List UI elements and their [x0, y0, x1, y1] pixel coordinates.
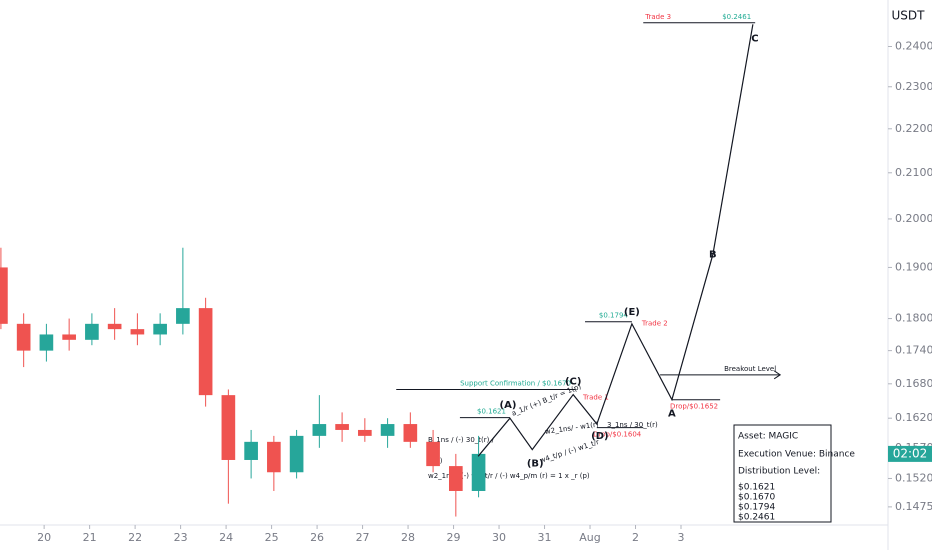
candle-body [403, 424, 418, 442]
level-label: $0.1794 [599, 312, 628, 320]
candle-body [335, 424, 349, 430]
candle-body [471, 453, 486, 491]
level-label: Drop/$0.1604 [593, 431, 642, 439]
candle-body [39, 334, 54, 351]
info-text: Distribution Level: [738, 467, 820, 477]
candle-body [358, 429, 372, 436]
x-tick-label: 31 [538, 531, 552, 544]
x-tick-label: 30 [492, 531, 506, 544]
level-label: Drop/$0.1652 [670, 403, 718, 411]
wave-label: (D) [591, 431, 608, 442]
x-tick-label: 22 [128, 531, 142, 544]
candle-body [312, 424, 327, 436]
candle-body [0, 267, 8, 324]
candle-body [107, 323, 122, 330]
wave-label: (A) [500, 400, 517, 411]
arrow-head [773, 370, 782, 380]
x-tick-label: 24 [219, 531, 233, 544]
candle-body [62, 334, 76, 340]
x-tick-label: 27 [356, 531, 370, 544]
info-text: $0.1794 [738, 503, 775, 513]
y-tick-label: 0.2400 [895, 40, 932, 53]
candle-body [380, 424, 395, 436]
info-text: $0.1670 [738, 493, 775, 503]
x-tick-label: 28 [401, 531, 415, 544]
trade-tag: Trade 2 [641, 320, 668, 328]
y-tick-label: 0.2100 [895, 166, 932, 179]
y-tick-label: 0.1900 [895, 260, 932, 273]
x-tick-label: 25 [265, 531, 279, 544]
trade-tag: Trade 1 [582, 393, 609, 401]
note: B_1ns / (-) 30_t(r) / [428, 436, 495, 444]
y-tick-label: 0.2300 [895, 80, 932, 93]
wave-label: (C) [565, 377, 581, 388]
x-tick-label: Aug [579, 531, 600, 544]
wave-label: B [709, 250, 717, 261]
level-label: $0.1621 [477, 408, 506, 416]
wave-label: (B) [527, 459, 544, 470]
y-tick-label: 0.1680 [895, 377, 932, 390]
x-tick-label: 26 [310, 531, 324, 544]
trade-tag: Trade 3 [644, 13, 671, 21]
note: w2_1ns / (-) w1_t/r / (-) w4_p/m (r) = 1… [428, 472, 590, 480]
candle-body [221, 395, 236, 460]
candle-body [449, 466, 463, 491]
y-tick-label: 0.1475 [895, 500, 932, 513]
x-tick-label: 23 [174, 531, 188, 544]
wave-label: (E) [624, 307, 640, 318]
note: 3_1ns / 30_t(r) [607, 421, 658, 429]
info-text: Execution Venue: Binance [738, 450, 855, 460]
x-tick-label: 21 [83, 531, 97, 544]
x-tick-label: 20 [37, 531, 51, 544]
price-tag [888, 445, 932, 462]
candle-body [153, 323, 167, 335]
candle-body [244, 441, 258, 460]
candle-body [198, 308, 213, 396]
candle-body [267, 441, 281, 473]
info-text: $0.1621 [738, 483, 775, 493]
candle-body [130, 329, 145, 335]
y-tick-label: 0.1740 [895, 344, 932, 357]
info-box [733, 424, 832, 523]
candle-body [85, 323, 99, 340]
level-label: Breakout Level [724, 365, 776, 373]
y-tick-label: 0.1800 [895, 312, 932, 325]
y-tick-label: 0.2000 [895, 212, 932, 225]
x-tick-label: 29 [447, 531, 461, 544]
y-tick-label: 0.2200 [895, 122, 932, 135]
candle-body [426, 441, 440, 467]
wave-line [477, 24, 754, 457]
level-label: $0.2461 [722, 13, 751, 21]
level-label: Support Confirmation / $0.1670 [460, 379, 571, 387]
candle-body [16, 323, 31, 351]
x-tick-label: 3 [678, 531, 685, 544]
countdown: 02:02 [893, 446, 928, 460]
y-tick-label: 0.1520 [895, 471, 932, 484]
info-text: Asset: MAGIC [738, 432, 798, 442]
info-text: $0.2461 [738, 513, 775, 523]
y-tick-label: 0.1620 [895, 411, 932, 424]
x-tick-label: 2 [632, 531, 639, 544]
y-unit: USDT [892, 9, 926, 23]
wave-label: A [668, 409, 676, 420]
wave-label: C [751, 33, 758, 44]
candle-body [176, 308, 190, 324]
candle-body [289, 435, 304, 473]
